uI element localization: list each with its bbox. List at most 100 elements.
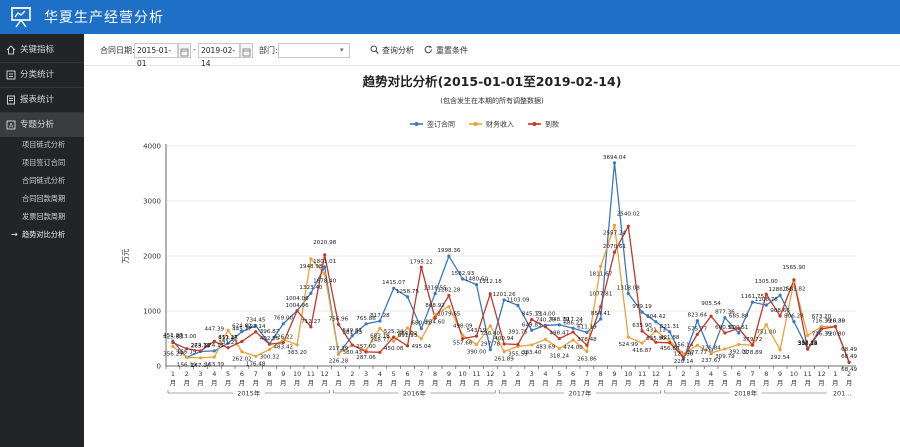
sidebar-item-category-stats[interactable]: 分类统计 bbox=[0, 63, 84, 87]
data-label: 1948.98 bbox=[299, 264, 323, 270]
x-tick-unit: 月 bbox=[556, 379, 563, 387]
sidebar-item-label: 分类统计 bbox=[20, 70, 55, 80]
data-point bbox=[281, 337, 285, 342]
x-tick-label: 6 bbox=[240, 370, 244, 378]
svg-text:A: A bbox=[9, 123, 14, 130]
reset-button[interactable]: 重置条件 bbox=[424, 45, 468, 56]
dept-select[interactable] bbox=[278, 43, 350, 58]
sidebar-subitem-label: 合同回款周期 bbox=[22, 194, 66, 203]
data-label: 498.47 bbox=[550, 331, 570, 337]
data-label: 1480.60 bbox=[465, 277, 489, 283]
topic-icon: A bbox=[6, 120, 16, 130]
year-label-bg bbox=[564, 388, 596, 398]
sidebar-subitem-project-contracts[interactable]: 项目签订合同 bbox=[0, 154, 84, 172]
x-tick-unit: 月 bbox=[584, 379, 591, 387]
sidebar: 关键指标 分类统计 报表统计 A 专题分析 项目链式分析 项目签订合同 合同链式… bbox=[0, 34, 84, 447]
divider bbox=[0, 87, 84, 88]
data-label: 621.31 bbox=[660, 324, 680, 330]
data-label: 456.60 bbox=[660, 346, 680, 352]
calendar-icon[interactable] bbox=[240, 43, 253, 58]
x-tick-label: 5 bbox=[557, 370, 561, 378]
data-label: 3694.04 bbox=[603, 155, 627, 161]
data-label: 1531.82 bbox=[782, 287, 805, 293]
data-label: 377.77 bbox=[688, 350, 708, 356]
data-label: 1004.06 bbox=[286, 296, 310, 302]
data-label: 306.28 bbox=[798, 341, 818, 347]
data-label: 68.49 bbox=[841, 367, 857, 373]
x-tick-label: 4 bbox=[543, 370, 547, 378]
x-tick-label: 7 bbox=[750, 370, 754, 378]
chart-title: 趋势对比分析(2015-01-01至2019-02-14) bbox=[363, 74, 622, 89]
data-label: 450.08 bbox=[384, 346, 404, 352]
sidebar-subitem-invoice-payback[interactable]: 发票回款周期 bbox=[0, 208, 84, 226]
data-point bbox=[447, 293, 451, 298]
data-label: 1286.74 bbox=[769, 287, 793, 293]
data-point bbox=[185, 355, 189, 360]
data-point bbox=[474, 334, 479, 338]
data-point bbox=[847, 360, 851, 364]
data-label: 366.02 bbox=[398, 331, 418, 337]
sidebar-subitem-label: 项目签订合同 bbox=[22, 158, 66, 167]
x-tick-unit: 月 bbox=[390, 379, 397, 387]
query-button[interactable]: 查询分析 bbox=[370, 45, 414, 56]
data-point bbox=[461, 337, 465, 341]
data-point bbox=[571, 330, 575, 334]
sidebar-subitem-label: 发票回款周期 bbox=[22, 212, 66, 221]
data-point bbox=[557, 346, 561, 351]
top-bar: 华夏生产经营分析 bbox=[0, 0, 900, 34]
divider bbox=[0, 112, 84, 113]
data-label: 1801.01 bbox=[313, 259, 337, 265]
data-label: 1795.22 bbox=[410, 259, 433, 265]
x-tick-unit: 月 bbox=[694, 379, 701, 387]
data-point bbox=[474, 342, 479, 347]
x-tick-label: 1 bbox=[668, 370, 672, 378]
data-label: 225.84 bbox=[701, 346, 721, 352]
x-tick-label: 9 bbox=[447, 370, 451, 378]
data-label: 1161.75 bbox=[741, 294, 765, 300]
data-point bbox=[530, 328, 534, 332]
x-tick-label: 2 bbox=[185, 370, 189, 378]
data-point bbox=[516, 303, 520, 307]
data-label: 2020.98 bbox=[313, 240, 337, 246]
data-point bbox=[309, 257, 313, 261]
data-label: 524.99 bbox=[619, 342, 639, 348]
data-label: 447.39 bbox=[205, 326, 225, 332]
data-label: 217.39 bbox=[329, 346, 349, 352]
data-label: 1415.07 bbox=[382, 280, 406, 286]
x-tick-label: 10 bbox=[293, 370, 301, 378]
sidebar-subitem-trend-compare[interactable]: → 趋势对比分析 bbox=[0, 226, 84, 244]
year-label: 2016年 bbox=[403, 389, 427, 398]
data-point bbox=[543, 325, 548, 329]
data-point bbox=[764, 323, 768, 327]
data-point bbox=[254, 354, 258, 358]
start-date-input[interactable]: 2015-01-01 bbox=[134, 43, 178, 68]
sidebar-subitem-contract-chain[interactable]: 合同链式分析 bbox=[0, 172, 84, 190]
x-tick-label: 9 bbox=[612, 370, 616, 378]
sidebar-subitem-project-chain[interactable]: 项目链式分析 bbox=[0, 136, 84, 154]
sidebar-subitem-contract-payback[interactable]: 合同回款周期 bbox=[0, 190, 84, 208]
x-tick-unit: 月 bbox=[791, 379, 798, 387]
data-point bbox=[295, 343, 299, 347]
x-tick-label: 4 bbox=[709, 370, 713, 378]
x-tick-label: 12 bbox=[486, 370, 494, 378]
refresh-icon bbox=[424, 45, 432, 54]
data-point bbox=[226, 328, 230, 332]
data-label: 300.32 bbox=[260, 354, 280, 360]
sidebar-item-report-stats[interactable]: 报表统计 bbox=[0, 88, 84, 112]
trend-chart: 趋势对比分析(2015-01-01至2019-02-14) (包含发生在本期的所有… bbox=[121, 74, 859, 398]
data-label: 392.01 bbox=[729, 349, 749, 355]
x-tick-label: 2 bbox=[681, 370, 685, 378]
sidebar-item-key-indicators[interactable]: 关键指标 bbox=[0, 38, 84, 62]
data-point bbox=[792, 320, 796, 324]
x-tick-unit: 月 bbox=[308, 379, 315, 387]
data-label: 712.27 bbox=[301, 319, 321, 325]
sidebar-item-topic-analysis[interactable]: A 专题分析 bbox=[0, 113, 84, 137]
x-tick-label: 8 bbox=[764, 370, 768, 378]
data-point bbox=[695, 332, 699, 336]
x-tick-unit: 月 bbox=[211, 379, 218, 387]
end-date-input[interactable]: 2019-02-14 bbox=[198, 43, 240, 68]
data-point bbox=[419, 337, 423, 341]
x-tick-label: 5 bbox=[392, 370, 396, 378]
data-point bbox=[336, 322, 341, 326]
calendar-icon[interactable] bbox=[178, 43, 191, 58]
